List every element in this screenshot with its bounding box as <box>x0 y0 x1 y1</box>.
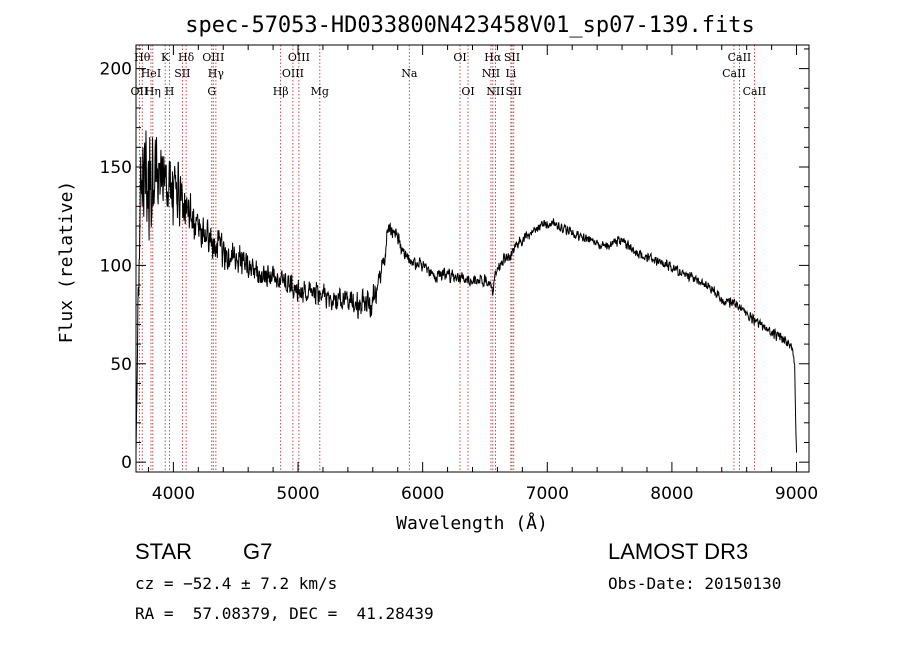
spectral-line-label: Hγ <box>208 67 225 80</box>
spectral-line-label: NII <box>486 85 504 98</box>
x-axis-label: Wavelength (Å) <box>396 512 548 534</box>
x-tick-label: 6000 <box>401 484 444 504</box>
sky-coordinates: RA = 57.08379, DEC = 41.28439 <box>135 604 434 623</box>
spectral-line-label: OIII <box>202 51 224 64</box>
spectral-line-label: H <box>165 85 175 98</box>
spectral-line-label: Hθ <box>134 51 151 64</box>
spectral-line-label: Mg <box>311 85 329 98</box>
x-tick-label: 8000 <box>650 484 693 504</box>
survey-release: LAMOST DR3 <box>608 539 749 564</box>
observation-date: Obs-Date: 20150130 <box>608 574 782 593</box>
spectral-line-label: OIII <box>282 67 304 80</box>
y-axis: 0 50 100 150 200 <box>100 48 809 473</box>
y-axis-label: Flux (relative) <box>56 181 77 344</box>
x-tick-label: 9000 <box>775 484 818 504</box>
spectral-line-label: SII <box>506 85 522 98</box>
spectral-line-label: CaII <box>722 67 746 80</box>
redshift-cz: cz = −52.4 ± 7.2 km/s <box>135 574 338 593</box>
spectral-line-label: OIII <box>288 51 310 64</box>
chart-title: spec-57053-HD033800N423458V01_sp07-139.f… <box>185 13 755 38</box>
spectral-line-label: CaII <box>728 51 752 64</box>
spectral-line-label: Hβ <box>273 85 289 98</box>
spectral-line-label: Li <box>505 67 516 80</box>
spectral-line-label: SII <box>504 51 520 64</box>
spectral-line-label: OI <box>461 85 474 98</box>
y-tick-label: 0 <box>121 453 132 473</box>
subclass: G7 <box>243 539 273 564</box>
spectrum-series-line <box>135 130 798 453</box>
spectral-line-label: CaII <box>743 85 767 98</box>
y-tick-label: 150 <box>100 158 132 178</box>
spectral-line-label: HeI <box>141 67 161 80</box>
y-tick-label: 100 <box>100 256 132 276</box>
x-tick-label: 5000 <box>276 484 319 504</box>
spectral-line-labels: OII Hθ HeI Hη K H SII Hδ OIII Hγ G Hβ OIII OIII Mg Na OI… <box>131 51 767 98</box>
spectral-line-label: OI <box>453 51 466 64</box>
y-tick-label: 50 <box>110 355 132 375</box>
spectral-line-label: Hα <box>484 51 502 64</box>
object-class: STAR <box>135 539 193 564</box>
x-axis: 4000 5000 6000 7000 8000 9000 <box>147 45 818 504</box>
spectral-line-label: Hδ <box>178 51 195 64</box>
spectral-line-label: NII <box>482 67 500 80</box>
spectral-line-label: SII <box>174 67 190 80</box>
spectral-line-label: Na <box>401 67 418 80</box>
spectral-line-label: OII <box>131 85 149 98</box>
spectral-line-label: K <box>161 51 170 64</box>
y-tick-label: 200 <box>100 60 132 80</box>
spectral-line-label: Hη <box>145 85 161 98</box>
x-tick-label: 4000 <box>152 484 195 504</box>
x-tick-label: 7000 <box>526 484 569 504</box>
spectral-line-label: G <box>207 85 216 98</box>
